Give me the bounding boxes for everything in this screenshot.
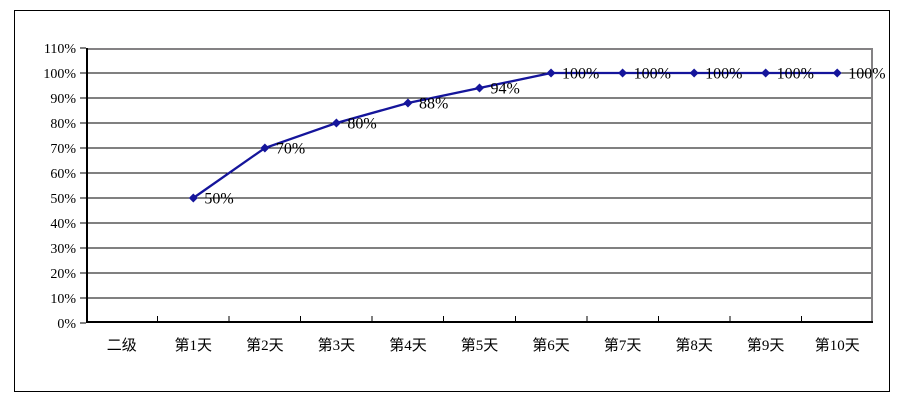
line-chart: 0% 10% 20% 30% 40% 50% 60% 70% 80% 90% 100% 110% 二级 第… <box>43 42 885 354</box>
data-label: 100% <box>777 66 814 83</box>
data-point-marker <box>546 68 556 78</box>
y-tick-label: 110% <box>44 42 76 57</box>
series-line <box>192 71 838 199</box>
y-tick-label: 50% <box>50 192 76 207</box>
data-point-marker <box>475 83 484 93</box>
y-tick-label: 30% <box>50 242 76 257</box>
x-category-label: 第10天 <box>815 336 860 354</box>
data-label: 80% <box>347 116 376 133</box>
data-point-marker <box>260 143 270 153</box>
data-label: 100% <box>705 66 742 83</box>
chart-area: 0% 10% 20% 30% 40% 50% 60% 70% 80% 90% 100% 110% 二级 第… <box>14 10 890 392</box>
data-label: 100% <box>634 66 671 83</box>
data-point-marker <box>188 193 198 203</box>
data-point-marker <box>761 68 771 78</box>
data-point-marker <box>403 98 413 108</box>
y-tick-label: 40% <box>50 217 76 232</box>
data-point-marker <box>618 68 628 78</box>
x-category-label: 第4天 <box>389 336 427 354</box>
x-category-label: 第3天 <box>318 336 356 354</box>
data-point-marker <box>832 68 842 78</box>
y-tick-label: 60% <box>50 167 76 182</box>
x-category-label: 第2天 <box>246 336 284 354</box>
y-tick-label: 80% <box>50 117 76 132</box>
x-category-label: 第6天 <box>532 336 570 354</box>
x-category-label: 第8天 <box>675 336 713 354</box>
data-label: 94% <box>491 81 520 98</box>
x-category-label: 二级 <box>107 337 137 354</box>
data-label: 100% <box>562 66 599 83</box>
y-tick-label: 20% <box>50 267 76 282</box>
x-category-label: 第9天 <box>747 336 785 354</box>
y-tick-label: 10% <box>50 292 76 307</box>
x-category-label: 第1天 <box>175 336 213 354</box>
data-point-marker <box>689 68 699 78</box>
data-label: 70% <box>276 141 305 158</box>
y-tick-label: 100% <box>43 67 76 82</box>
data-label: 50% <box>204 191 233 208</box>
data-label: 88% <box>419 96 448 113</box>
data-label: 100% <box>848 66 885 83</box>
data-point-marker <box>331 118 341 128</box>
x-category-label: 第7天 <box>604 336 642 354</box>
y-tick-label: 70% <box>50 142 76 157</box>
y-tick-label: 90% <box>50 92 76 107</box>
x-category-label: 第5天 <box>461 336 499 354</box>
y-tick-label: 0% <box>57 317 76 332</box>
